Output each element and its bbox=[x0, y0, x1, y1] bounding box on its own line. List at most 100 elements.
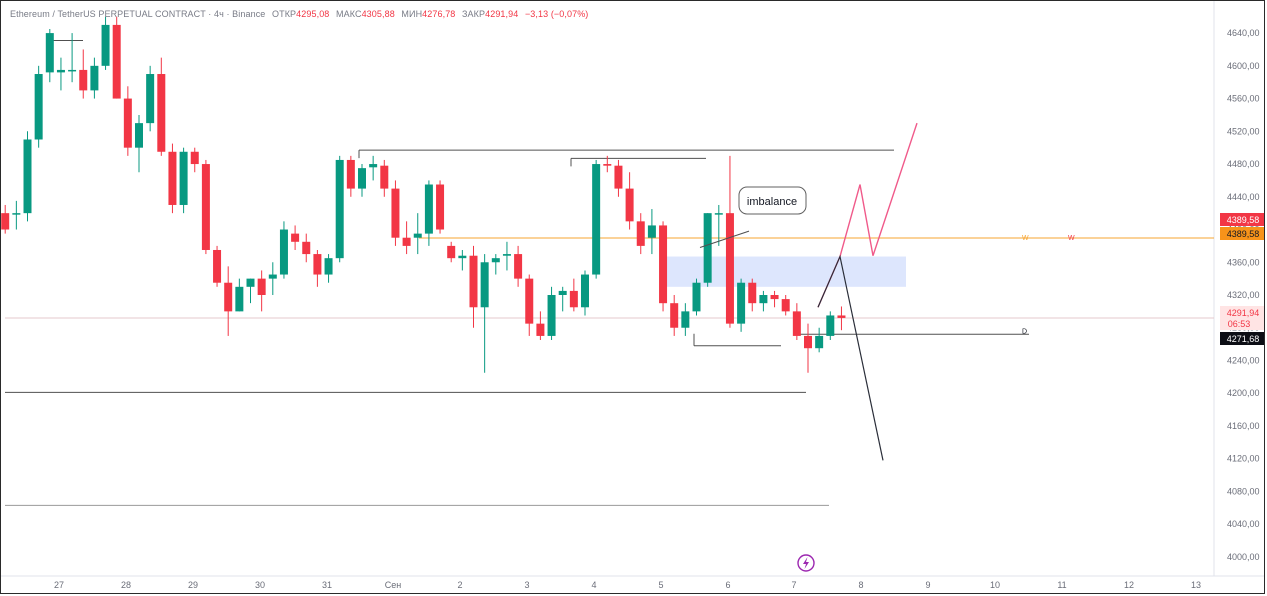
candle-body bbox=[581, 274, 589, 308]
candle-body bbox=[291, 233, 300, 242]
candle-body bbox=[703, 213, 712, 283]
time-axis[interactable]: 27 28 29 30 31 Сен 2 3 4 5 6 7 8 9 10 11 12 13 bbox=[54, 580, 1201, 590]
candle-body bbox=[268, 274, 277, 279]
candle-body bbox=[402, 237, 411, 246]
candle-body bbox=[179, 151, 188, 205]
level-lines: W W D bbox=[5, 39, 1214, 506]
candle-body bbox=[536, 323, 545, 336]
countdown-tag: 06:53 bbox=[1228, 319, 1251, 329]
candle-body bbox=[458, 255, 467, 259]
candle-body bbox=[112, 24, 121, 99]
time-tick-label: 13 bbox=[1191, 580, 1201, 590]
price-tick-label: 4520,00 bbox=[1227, 126, 1260, 136]
candle-body bbox=[302, 241, 311, 255]
candle-body bbox=[614, 165, 623, 189]
price-axis[interactable]: 4640,00 4600,00 4560,00 4520,00 4480,00 4440,… bbox=[1227, 28, 1260, 562]
close-label: ЗАКР bbox=[462, 9, 486, 19]
w-level-label-right: W bbox=[1068, 235, 1075, 242]
candle-body bbox=[558, 290, 567, 295]
open-value: 4295,08 bbox=[296, 9, 330, 19]
candle-body bbox=[23, 139, 32, 214]
candle-body bbox=[34, 74, 43, 140]
time-tick-label: 28 bbox=[121, 580, 131, 590]
candle-body bbox=[826, 315, 835, 336]
candle-body bbox=[123, 98, 132, 148]
time-tick-label: Сен bbox=[385, 580, 402, 590]
candle-body bbox=[636, 221, 645, 246]
crosshair-price-tag: 4271,68 bbox=[1227, 334, 1260, 344]
symbol-legend: Ethereum / TetherUS PERPETUAL CONTRACT ·… bbox=[10, 9, 588, 19]
candle-body bbox=[569, 290, 578, 308]
time-tick-label: 5 bbox=[658, 580, 663, 590]
time-tick-label: 2 bbox=[457, 580, 462, 590]
candle-body bbox=[792, 311, 801, 336]
symbol-title: Ethereum / TetherUS PERPETUAL CONTRACT ·… bbox=[10, 9, 266, 19]
candle-body bbox=[324, 258, 333, 275]
candle-body bbox=[480, 262, 489, 308]
candle-body bbox=[101, 24, 110, 66]
open-label: ОТКР bbox=[272, 9, 297, 19]
projection-lines bbox=[817, 122, 918, 461]
price-tick-label: 4560,00 bbox=[1227, 94, 1260, 104]
candle-body bbox=[246, 278, 255, 287]
candle-body bbox=[447, 245, 456, 259]
candle-body bbox=[815, 335, 824, 349]
candle-body bbox=[603, 164, 612, 166]
imbalance-zone-rect bbox=[663, 256, 906, 287]
time-tick-label: 27 bbox=[54, 580, 64, 590]
candle-body bbox=[358, 168, 366, 189]
low-label: МИН bbox=[401, 9, 423, 19]
price-tick-label: 4480,00 bbox=[1227, 159, 1260, 169]
high-label: МАКС bbox=[336, 9, 362, 19]
w-level-label: W bbox=[1022, 235, 1029, 242]
candle-body bbox=[235, 286, 244, 312]
annotations: imbalance bbox=[699, 186, 815, 572]
candle-body bbox=[157, 74, 166, 152]
candle-body bbox=[213, 249, 222, 283]
candle-body bbox=[335, 159, 344, 259]
time-tick-label: 31 bbox=[322, 580, 332, 590]
candle-body bbox=[79, 69, 88, 91]
imbalance-callout-text: imbalance bbox=[747, 196, 797, 208]
candle-body bbox=[68, 69, 77, 72]
candle-body bbox=[168, 151, 177, 205]
candle-body bbox=[781, 299, 790, 312]
time-tick-label: 10 bbox=[990, 580, 1000, 590]
price-tick-label: 4440,00 bbox=[1227, 192, 1260, 202]
candle-body bbox=[759, 295, 768, 304]
imbalance-zone bbox=[663, 256, 906, 287]
price-tick-label: 4200,00 bbox=[1227, 388, 1260, 398]
price-tick-label: 4360,00 bbox=[1227, 257, 1260, 267]
crosshair-price-tag-bg bbox=[1220, 332, 1264, 345]
callout-pointer bbox=[699, 230, 750, 249]
candle-body bbox=[90, 65, 99, 91]
price-tick-label: 4320,00 bbox=[1227, 290, 1260, 300]
time-tick-label: 7 bbox=[791, 580, 796, 590]
candle-body bbox=[692, 282, 701, 312]
time-tick-label: 6 bbox=[725, 580, 730, 590]
bearish-projection-line bbox=[817, 254, 884, 461]
candle-body bbox=[279, 229, 288, 275]
candle-body bbox=[12, 213, 21, 215]
time-tick-label: 11 bbox=[1057, 580, 1066, 590]
candle-body bbox=[257, 278, 266, 295]
candle-body bbox=[380, 165, 389, 189]
candle-body bbox=[413, 233, 422, 238]
price-tick-label: 4120,00 bbox=[1227, 454, 1260, 464]
candle-body bbox=[737, 282, 746, 324]
candle-body bbox=[681, 311, 690, 328]
candle-body bbox=[313, 254, 322, 275]
candle-body bbox=[1, 213, 10, 230]
level-top-tag: 4389,58 bbox=[1227, 215, 1260, 225]
level-bottom-tag: 4389,58 bbox=[1227, 229, 1260, 239]
candle-body bbox=[647, 225, 656, 238]
change-value: −3,13 (−0,07%) bbox=[524, 9, 589, 19]
candle-body bbox=[436, 184, 445, 230]
candle-body bbox=[592, 164, 601, 275]
candle-body bbox=[514, 254, 523, 279]
candle-body bbox=[770, 295, 779, 300]
price-tick-label: 4000,00 bbox=[1227, 552, 1260, 562]
